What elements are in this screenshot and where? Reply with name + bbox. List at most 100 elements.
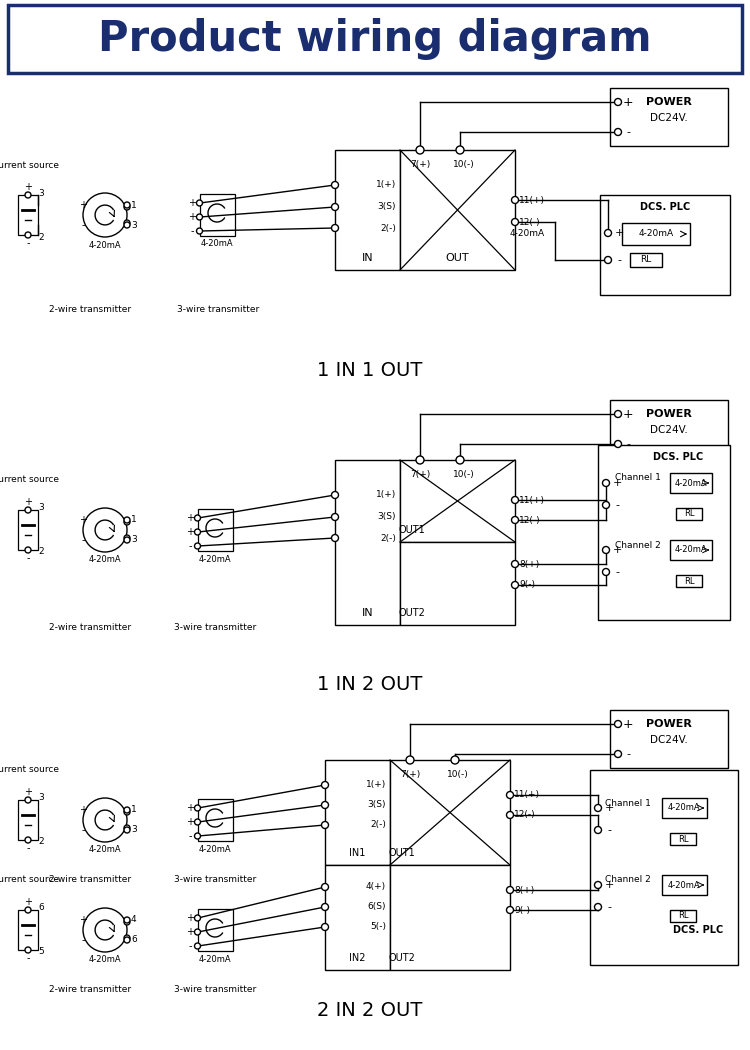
Text: 5: 5 bbox=[38, 947, 44, 957]
Circle shape bbox=[322, 924, 328, 930]
Circle shape bbox=[124, 204, 130, 210]
Text: RL: RL bbox=[678, 835, 688, 843]
Text: Channel 2: Channel 2 bbox=[615, 541, 661, 549]
Bar bbox=[200, 194, 235, 236]
Text: 3-wire transmitter: 3-wire transmitter bbox=[174, 624, 256, 632]
Bar bbox=[18, 800, 38, 840]
Circle shape bbox=[614, 99, 622, 105]
Bar bbox=[630, 253, 662, 267]
Circle shape bbox=[124, 934, 130, 941]
Text: 4-20mA: 4-20mA bbox=[88, 845, 122, 855]
Circle shape bbox=[332, 491, 338, 499]
Text: -: - bbox=[81, 825, 85, 835]
Text: Current source: Current source bbox=[0, 161, 59, 169]
Text: IN: IN bbox=[362, 253, 374, 262]
Circle shape bbox=[332, 182, 338, 189]
Text: 3: 3 bbox=[131, 536, 136, 545]
Circle shape bbox=[25, 192, 31, 198]
Text: +: + bbox=[79, 200, 87, 210]
Text: +: + bbox=[24, 788, 32, 797]
Circle shape bbox=[124, 202, 130, 208]
Text: -: - bbox=[81, 934, 85, 945]
Circle shape bbox=[124, 825, 130, 831]
Text: DCS. PLC: DCS. PLC bbox=[640, 202, 690, 212]
Bar bbox=[197, 799, 232, 841]
Circle shape bbox=[83, 508, 127, 552]
Text: +: + bbox=[186, 817, 194, 827]
Text: 3-wire transmitter: 3-wire transmitter bbox=[174, 876, 256, 884]
Circle shape bbox=[124, 917, 130, 923]
Circle shape bbox=[83, 908, 127, 952]
Circle shape bbox=[194, 943, 200, 949]
Bar bbox=[600, 195, 730, 295]
Text: +: + bbox=[186, 927, 194, 937]
Text: 7(+): 7(+) bbox=[410, 469, 430, 479]
Text: 1(+): 1(+) bbox=[366, 780, 386, 790]
Text: 6(S): 6(S) bbox=[368, 903, 386, 911]
Text: IN2: IN2 bbox=[350, 953, 366, 963]
Text: 2: 2 bbox=[38, 232, 44, 242]
Circle shape bbox=[194, 805, 200, 811]
Text: +: + bbox=[622, 717, 633, 731]
Bar bbox=[622, 223, 690, 245]
Text: -: - bbox=[626, 127, 630, 136]
Circle shape bbox=[124, 807, 130, 813]
Bar bbox=[662, 798, 707, 818]
Circle shape bbox=[124, 517, 130, 523]
Text: 9(-): 9(-) bbox=[514, 905, 530, 915]
Circle shape bbox=[602, 480, 610, 486]
Text: 11(+): 11(+) bbox=[519, 496, 545, 504]
Text: 9(-): 9(-) bbox=[519, 581, 535, 589]
Circle shape bbox=[416, 146, 424, 154]
Text: +: + bbox=[622, 407, 633, 420]
Circle shape bbox=[451, 756, 459, 764]
Circle shape bbox=[322, 781, 328, 789]
Circle shape bbox=[124, 937, 130, 943]
Text: 3: 3 bbox=[131, 220, 136, 230]
Circle shape bbox=[506, 812, 514, 819]
Text: 2-wire transmitter: 2-wire transmitter bbox=[49, 876, 131, 884]
Bar bbox=[662, 875, 707, 895]
Text: 3: 3 bbox=[38, 504, 44, 512]
Text: +: + bbox=[186, 513, 194, 523]
Circle shape bbox=[322, 821, 328, 828]
Text: 1: 1 bbox=[131, 516, 136, 525]
Text: 3(S): 3(S) bbox=[377, 203, 396, 211]
Circle shape bbox=[604, 256, 611, 264]
Text: -: - bbox=[615, 500, 619, 510]
Text: -: - bbox=[188, 541, 192, 551]
Text: IN: IN bbox=[362, 608, 374, 618]
Text: Current source: Current source bbox=[0, 476, 59, 484]
Text: 8(+): 8(+) bbox=[514, 885, 534, 895]
Text: 1: 1 bbox=[131, 201, 136, 210]
Circle shape bbox=[506, 886, 514, 894]
Text: 1(+): 1(+) bbox=[376, 490, 396, 500]
Text: +: + bbox=[612, 545, 622, 555]
Circle shape bbox=[595, 804, 602, 812]
Text: 4-20mA: 4-20mA bbox=[201, 239, 233, 249]
Circle shape bbox=[196, 228, 202, 234]
Circle shape bbox=[614, 128, 622, 135]
Bar bbox=[390, 865, 510, 970]
Text: 2: 2 bbox=[38, 547, 44, 557]
Text: 3-wire transmitter: 3-wire transmitter bbox=[177, 306, 260, 315]
Text: -: - bbox=[626, 749, 630, 759]
Text: OUT2: OUT2 bbox=[388, 953, 416, 963]
Circle shape bbox=[124, 919, 130, 925]
Text: 3: 3 bbox=[38, 794, 44, 802]
Circle shape bbox=[25, 547, 31, 553]
Text: 4-20mA: 4-20mA bbox=[88, 240, 122, 250]
Text: 2-wire transmitter: 2-wire transmitter bbox=[49, 986, 131, 994]
Circle shape bbox=[512, 218, 518, 226]
Text: 6: 6 bbox=[38, 903, 44, 912]
Text: -: - bbox=[615, 567, 619, 578]
Circle shape bbox=[506, 792, 514, 798]
Text: RL: RL bbox=[684, 509, 694, 519]
Bar bbox=[676, 575, 702, 587]
Text: RL: RL bbox=[684, 576, 694, 586]
Circle shape bbox=[25, 947, 31, 953]
Circle shape bbox=[25, 837, 31, 843]
Text: +: + bbox=[79, 514, 87, 525]
Text: +: + bbox=[24, 897, 32, 907]
Text: -: - bbox=[607, 902, 611, 912]
